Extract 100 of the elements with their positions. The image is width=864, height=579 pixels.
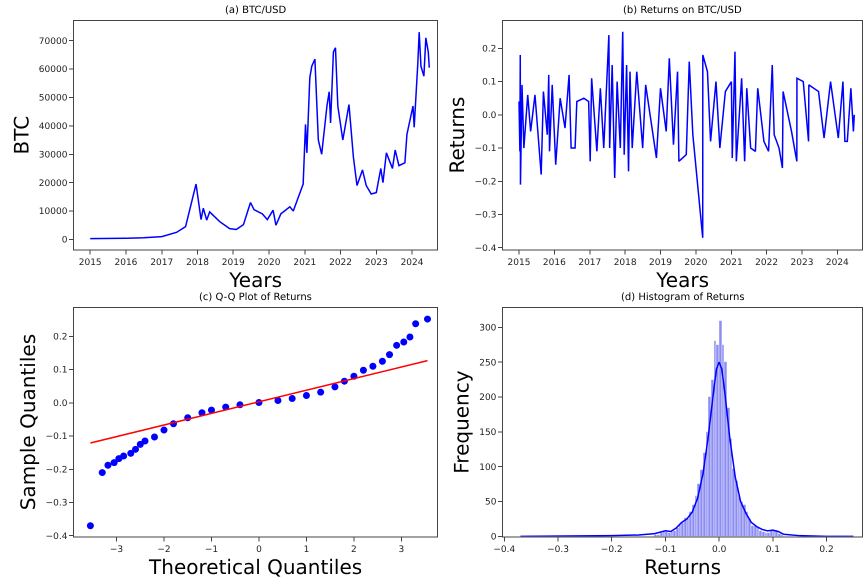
y-tick-label: 0: [490, 532, 497, 543]
chart-title: (c) Q-Q Plot of Returns: [199, 292, 312, 303]
point: [142, 438, 148, 445]
x-tick-label: 2019: [649, 258, 672, 268]
x-tick-label: −0.2: [600, 545, 623, 556]
x-tick-label: 0: [256, 545, 262, 556]
point: [120, 452, 128, 460]
x-tick-label: −0.1: [654, 545, 676, 556]
x-axis-title: Theoretical Quantiles: [148, 555, 362, 579]
point: [288, 394, 296, 402]
point: [360, 366, 367, 374]
point: [400, 338, 408, 346]
x-tick-label: −0.3: [547, 545, 569, 556]
y-tick-label: 0.0: [53, 398, 68, 409]
y-tick-label: 0.1: [53, 366, 68, 376]
x-axis-title: Years: [655, 268, 710, 292]
y-tick-label: 50000: [38, 94, 68, 104]
chart-title: (d) Histogram of Returns: [621, 292, 745, 303]
x-tick-label: −3: [110, 545, 124, 556]
point: [274, 396, 282, 404]
y-tick-label: −0.3: [46, 498, 68, 509]
x-tick-label: 2023: [364, 258, 388, 268]
x-tick-label: 2022: [755, 258, 778, 268]
line-series: [518, 31, 856, 239]
line-series: [89, 31, 430, 240]
x-tick-label: −1: [204, 545, 218, 556]
x-tick-label: 2023: [790, 258, 814, 268]
x-axis-title: Returns: [644, 555, 722, 579]
x-tick-label: 2016: [114, 258, 138, 268]
point: [378, 358, 386, 365]
y-tick-label: 40000: [38, 122, 68, 132]
x-tick-label: 2: [351, 545, 357, 556]
point: [302, 392, 310, 399]
y-tick-label: 200: [479, 393, 497, 404]
x-tick-label: −0.4: [493, 545, 516, 556]
point: [150, 434, 158, 441]
chart-title: (b) Returns on BTC/USD: [623, 5, 742, 16]
x-tick-label: 1: [304, 545, 310, 556]
chart-title: (a) BTC/USD: [225, 5, 287, 16]
y-tick-label: 60000: [38, 65, 68, 76]
x-tick-label: 2015: [508, 258, 530, 268]
x-tick-label: 2022: [329, 258, 352, 268]
y-tick-label: −0.1: [474, 144, 496, 154]
x-tick-label: 2020: [684, 258, 708, 268]
y-axis-title: Returns: [445, 96, 470, 174]
x-tick-label: 2021: [293, 258, 316, 268]
point: [412, 320, 420, 328]
x-tick-label: 2020: [258, 258, 281, 268]
point: [369, 362, 376, 370]
x-tick-label: 2017: [578, 258, 602, 268]
y-tick-label: 100: [479, 462, 497, 473]
x-tick-label: 2021: [720, 258, 743, 268]
y-axis-title: Frequency: [450, 370, 474, 474]
x-tick-label: 2024: [400, 258, 424, 268]
y-axis-title: BTC: [9, 116, 34, 154]
x-tick-label: 0.0: [712, 545, 727, 556]
point: [331, 383, 338, 390]
x-tick-label: 2016: [542, 258, 566, 268]
point: [208, 406, 215, 414]
x-tick-label: 3: [398, 545, 404, 556]
point: [127, 450, 134, 457]
x-tick-label: 2018: [186, 258, 210, 268]
y-tick-label: 70000: [38, 36, 68, 47]
y-tick-label: −0.1: [46, 432, 68, 442]
y-tick-label: 50: [484, 498, 497, 508]
y-tick-label: 300: [479, 323, 497, 334]
y-tick-label: −0.4: [46, 532, 68, 542]
y-tick-label: 0: [62, 236, 68, 246]
point: [98, 469, 106, 476]
y-tick-label: −0.3: [474, 210, 496, 221]
y-tick-label: 150: [479, 428, 497, 438]
y-tick-label: −0.2: [46, 465, 68, 476]
x-tick-label: 2015: [78, 258, 102, 268]
y-tick-label: 0.1: [482, 78, 496, 88]
x-tick-label: 2024: [826, 258, 850, 268]
x-tick-label: 0.1: [766, 545, 780, 556]
point: [424, 316, 432, 323]
y-tick-label: 0.2: [482, 44, 496, 55]
x-tick-label: 2018: [614, 258, 637, 268]
y-axis-title: Sample Quantiles: [16, 334, 40, 510]
point: [86, 522, 94, 530]
y-tick-label: 10000: [38, 207, 68, 218]
y-tick-label: 20000: [38, 178, 68, 189]
point: [160, 426, 168, 434]
point: [386, 351, 394, 358]
y-tick-label: −0.2: [474, 177, 496, 188]
point: [393, 342, 400, 349]
point: [110, 459, 118, 466]
point: [132, 446, 139, 453]
x-tick-label: 2019: [222, 258, 245, 268]
x-tick-label: −2: [157, 545, 171, 556]
line-series: [520, 361, 854, 536]
x-tick-label: 0.2: [819, 545, 834, 556]
point: [104, 462, 112, 469]
point: [317, 388, 324, 396]
y-tick-label: −0.4: [474, 244, 497, 254]
y-tick-label: 250: [479, 358, 497, 368]
y-tick-label: 0.0: [482, 110, 497, 121]
x-tick-label: 2017: [150, 258, 174, 268]
y-tick-label: 0.2: [53, 332, 68, 343]
